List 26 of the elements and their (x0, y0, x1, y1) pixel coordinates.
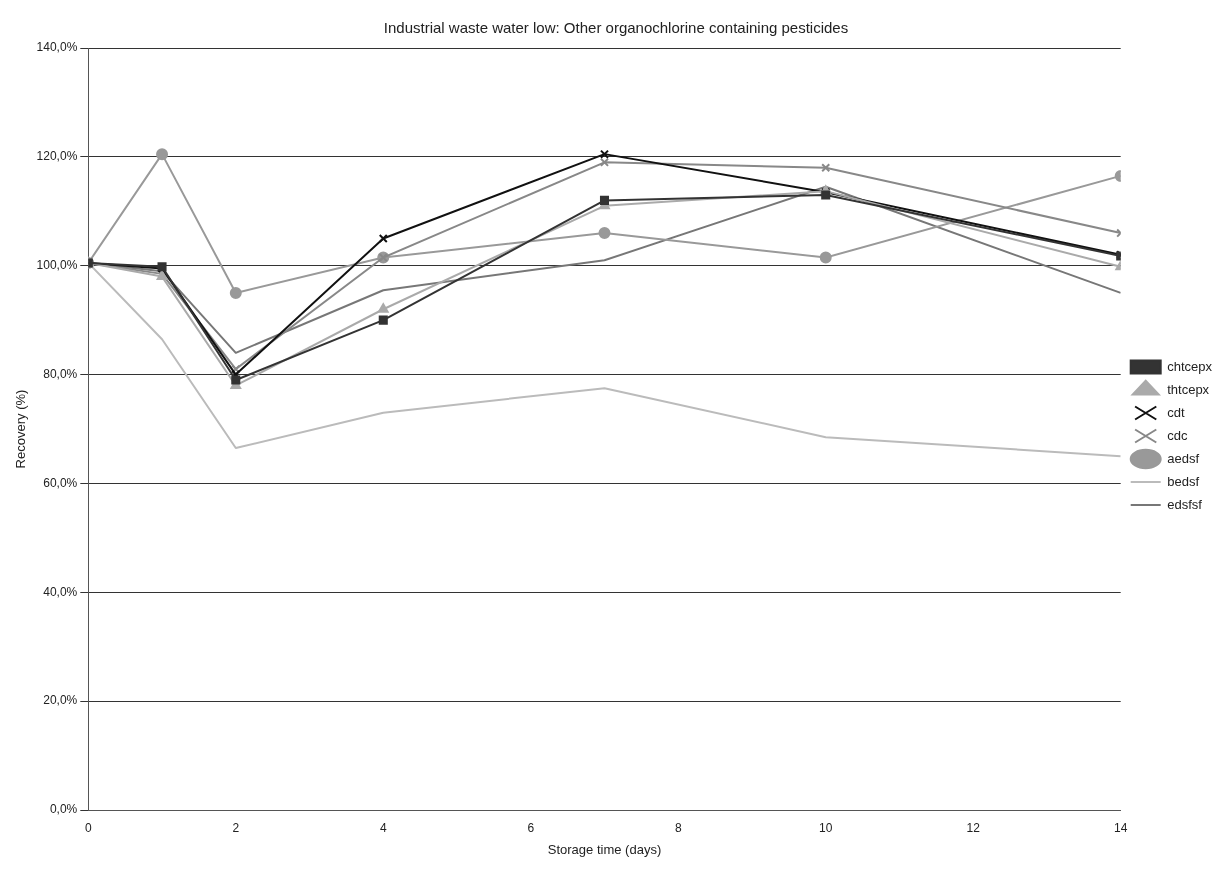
y-tick-label: 140,0% (36, 40, 78, 55)
x-tick-label: 12 (966, 820, 981, 835)
y-tick-label: 40,0% (43, 584, 78, 599)
legend-label: thtcepx (1167, 381, 1210, 397)
y-tick-label: 20,0% (43, 693, 78, 708)
x-tick-label: 14 (1114, 820, 1128, 835)
legend-label: cdc (1167, 427, 1188, 443)
legend-label: aedsf (1167, 450, 1200, 466)
y-axis-title: Recovery (%) (13, 389, 29, 469)
chart-title: Industrial waste water low: Other organochlorine containing pesticides (383, 19, 849, 37)
legend-label: chtcepx (1167, 358, 1213, 374)
x-tick-label: 0 (84, 820, 92, 835)
x-tick-label: 8 (674, 820, 682, 835)
x-tick-label: 6 (527, 820, 535, 835)
y-tick-label: 100,0% (36, 258, 78, 273)
legend-label: cdt (1167, 404, 1185, 420)
x-tick-label: 10 (819, 820, 833, 835)
legend-label: edsfsf (1167, 496, 1203, 512)
y-tick-label: 120,0% (36, 149, 78, 164)
y-tick-label: 60,0% (43, 475, 78, 490)
y-tick-label: 80,0% (43, 366, 78, 381)
x-tick-label: 4 (379, 820, 387, 835)
x-tick-label: 2 (232, 820, 240, 835)
legend-label: bedsf (1167, 473, 1200, 489)
x-axis-title: Storage time (days) (547, 841, 662, 857)
y-tick-label: 0,0% (49, 802, 78, 817)
